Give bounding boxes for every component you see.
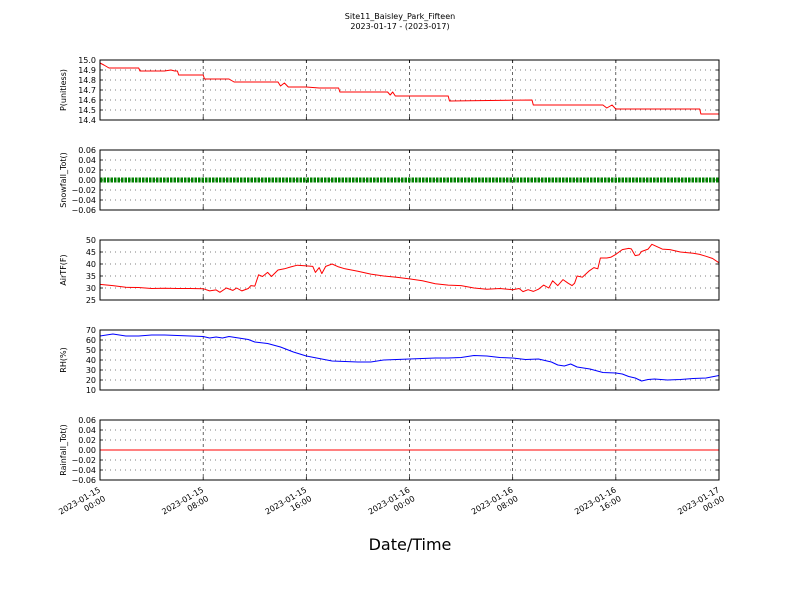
y-axis-label: P(unitless) [59, 69, 68, 111]
ytick-label: 0.00 [78, 446, 96, 455]
y-axis-label: RH(%) [59, 347, 68, 372]
ytick-label: −0.04 [71, 196, 96, 205]
panel-0: 14.414.514.614.714.814.915.0 P(unitless) [59, 56, 720, 125]
ytick-label: 14.9 [78, 66, 96, 75]
ytick-label: 50 [86, 346, 96, 355]
ytick-label: 14.4 [78, 116, 96, 125]
ytick-label: 10 [86, 386, 96, 395]
ytick-label: 35 [86, 272, 96, 281]
ytick-label: 0.02 [78, 436, 96, 445]
panel-2: 25 30 35 40 45 50 AirTF(F) [59, 236, 720, 305]
ytick-label: −0.04 [71, 466, 96, 475]
ytick-label: 30 [86, 366, 96, 375]
ytick-label: −0.06 [71, 206, 96, 215]
series-line-0 [99, 243, 720, 293]
ytick-label: 0.06 [78, 146, 96, 155]
ytick-label: −0.06 [71, 476, 96, 485]
ytick-label: 40 [86, 356, 96, 365]
panel-frame [99, 419, 720, 481]
chart-title: Site11_Baisley_Park_Fifteen [345, 12, 455, 21]
ytick-label: 0.04 [78, 426, 96, 435]
ytick-label: 0.00 [78, 176, 96, 185]
ytick-label: 70 [86, 326, 96, 335]
ytick-label: 14.5 [78, 106, 96, 115]
ytick-label: 0.06 [78, 416, 96, 425]
ytick-label: 40 [86, 260, 96, 269]
ytick-label: 14.6 [78, 96, 96, 105]
ytick-label: 25 [86, 296, 96, 305]
panels-group: 14.414.514.614.714.814.915.0 P(unitless) −… [59, 56, 720, 485]
panel-4: −0.06−0.04−0.020.000.020.040.06 Rainfall_… [59, 416, 720, 485]
ytick-label: 20 [86, 376, 96, 385]
panel-frame [99, 239, 720, 301]
ytick-label: 14.7 [78, 86, 96, 95]
ytick-label: 45 [86, 248, 96, 257]
ytick-label: 0.04 [78, 156, 96, 165]
chart-subtitle: 2023-01-17 - (2023-017) [350, 22, 449, 31]
series-line-0 [99, 62, 719, 115]
ytick-label: 30 [86, 284, 96, 293]
y-axis-label: Rainfall_Tot() [59, 424, 68, 476]
ytick-label: −0.02 [71, 186, 96, 195]
panel-frame [99, 59, 720, 121]
ytick-label: 15.0 [78, 56, 96, 65]
panel-frame [99, 329, 720, 391]
panel-1: −0.06−0.04−0.020.000.020.040.06 Snowfall_… [59, 146, 720, 215]
series-line-0 [99, 333, 720, 382]
ytick-label: −0.02 [71, 456, 96, 465]
ytick-label: 14.8 [78, 76, 96, 85]
y-axis-label: AirTF(F) [59, 254, 68, 285]
panel-frame [99, 149, 720, 211]
ytick-label: 60 [86, 336, 96, 345]
ytick-label: 0.02 [78, 166, 96, 175]
x-axis-label: Date/Time [369, 535, 452, 554]
ytick-label: 50 [86, 236, 96, 245]
y-axis-label: Snowfall_Tot() [59, 152, 68, 208]
